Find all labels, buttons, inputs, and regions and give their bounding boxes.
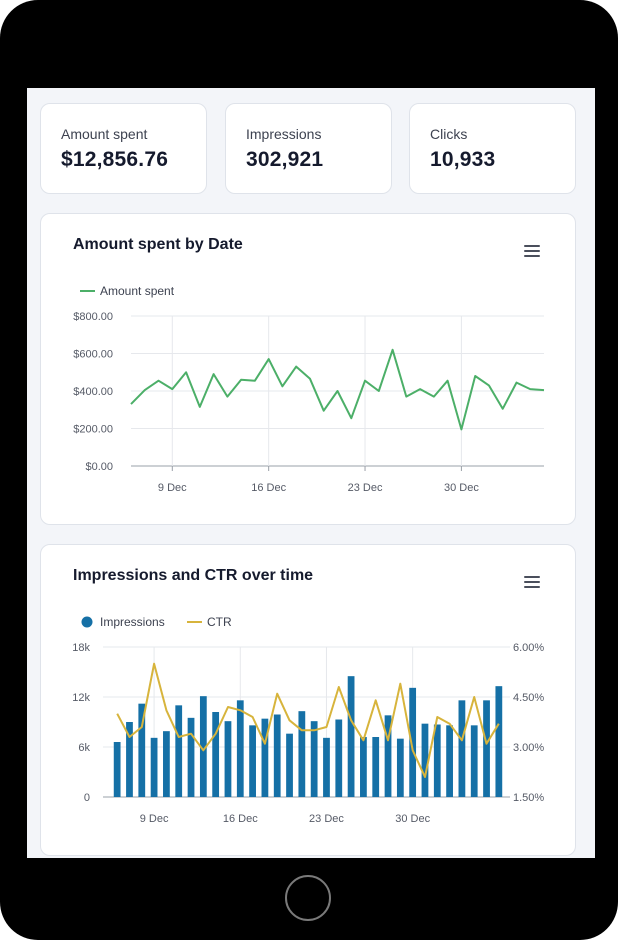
- bar-impressions: [495, 686, 503, 797]
- bar-impressions: [163, 731, 170, 797]
- x-tick-label: 30 Dec: [395, 813, 430, 825]
- bar-impressions: [224, 721, 232, 797]
- kpi-label: Impressions: [246, 126, 322, 142]
- kpi-label: Clicks: [430, 126, 468, 142]
- kpi-value: 302,921: [246, 148, 324, 171]
- bar-impressions: [236, 700, 244, 797]
- bar-impressions: [249, 725, 256, 797]
- bar-impressions: [421, 723, 429, 797]
- y-left-tick-label: 0: [84, 792, 90, 804]
- bar-impressions: [470, 725, 478, 797]
- legend-label-impressions: Impressions: [100, 615, 165, 629]
- y-tick-label: $800.00: [73, 311, 113, 323]
- hamburger-menu-icon[interactable]: [524, 576, 540, 590]
- chart-title: Impressions and CTR over time: [73, 567, 314, 584]
- dashboard-screen: Amount spent $12,856.76 Impressions 302,…: [27, 88, 595, 858]
- bar-impressions: [175, 705, 183, 797]
- y-right-tick-label: 6.00%: [513, 642, 544, 654]
- legend-label-ctr: CTR: [207, 615, 232, 629]
- chart-card-impressions-ctr: Impressions and CTR over time Impression…: [40, 544, 576, 856]
- y-tick-label: $0.00: [85, 461, 113, 473]
- kpi-value: $12,856.76: [61, 148, 169, 171]
- x-tick-label: 9 Dec: [140, 813, 169, 825]
- bar-impressions: [298, 711, 306, 797]
- impressions-ctr-chart: Impressions CTR 0 6k 12k 18k 1.50% 3.00% 4.50% 6.…: [72, 615, 544, 825]
- bar-impressions: [150, 737, 158, 797]
- bar-impressions: [113, 742, 121, 797]
- kpi-card-amount-spent: Amount spent $12,856.76: [40, 103, 207, 194]
- amount-spent-chart: Amount spent $0.00 $200.00 $400.00 $600.00 $8…: [73, 284, 545, 494]
- bar-impressions: [212, 712, 220, 797]
- bar-impressions: [187, 717, 195, 797]
- chart-card-amount-spent: Amount spent by Date Amount spent $0.00 $2…: [40, 213, 576, 525]
- bar-impressions: [396, 738, 404, 797]
- bar-impressions: [483, 700, 490, 797]
- x-tick-label: 16 Dec: [223, 813, 258, 825]
- y-tick-label: $600.00: [73, 349, 113, 361]
- bar-impressions: [360, 737, 367, 797]
- bar-impressions: [273, 714, 281, 797]
- bar-impressions: [261, 718, 269, 797]
- bar-impressions: [199, 696, 207, 797]
- bar-impressions: [458, 700, 466, 797]
- bar-impressions: [310, 721, 318, 797]
- bar-impressions: [335, 719, 343, 797]
- y-left-tick-label: 12k: [72, 692, 90, 704]
- bar-impressions: [446, 725, 453, 797]
- bar-impressions: [323, 737, 330, 797]
- kpi-value: 10,933: [430, 148, 496, 171]
- bar-impressions: [126, 722, 133, 797]
- y-tick-label: $400.00: [73, 386, 113, 398]
- kpi-card-impressions: Impressions 302,921: [225, 103, 392, 194]
- x-tick-label: 30 Dec: [444, 482, 479, 494]
- x-tick-label: 9 Dec: [158, 482, 187, 494]
- y-left-tick-label: 6k: [78, 742, 90, 754]
- series-line-ctr: [116, 662, 500, 778]
- chart-title: Amount spent by Date: [73, 236, 243, 253]
- home-button[interactable]: [285, 875, 331, 921]
- y-right-tick-label: 1.50%: [513, 792, 544, 804]
- legend-swatch-impressions: [81, 616, 93, 628]
- bar-impressions: [384, 715, 392, 797]
- bar-impressions: [433, 724, 441, 797]
- hamburger-menu-icon[interactable]: [524, 245, 540, 259]
- x-tick-label: 23 Dec: [309, 813, 344, 825]
- x-tick-label: 16 Dec: [251, 482, 286, 494]
- y-right-tick-label: 3.00%: [513, 742, 544, 754]
- y-tick-label: $200.00: [73, 424, 113, 436]
- bar-impressions: [372, 737, 380, 797]
- x-tick-label: 23 Dec: [348, 482, 383, 494]
- bar-impressions: [138, 703, 146, 797]
- series-line-amount-spent: [130, 348, 545, 431]
- kpi-label: Amount spent: [61, 126, 148, 142]
- kpi-card-clicks: Clicks 10,933: [409, 103, 576, 194]
- y-left-tick-label: 18k: [72, 642, 90, 654]
- bar-impressions: [347, 676, 355, 797]
- y-right-tick-label: 4.50%: [513, 692, 544, 704]
- bar-impressions: [286, 733, 293, 797]
- bar-impressions: [409, 687, 417, 797]
- legend-label-amount-spent: Amount spent: [100, 284, 175, 298]
